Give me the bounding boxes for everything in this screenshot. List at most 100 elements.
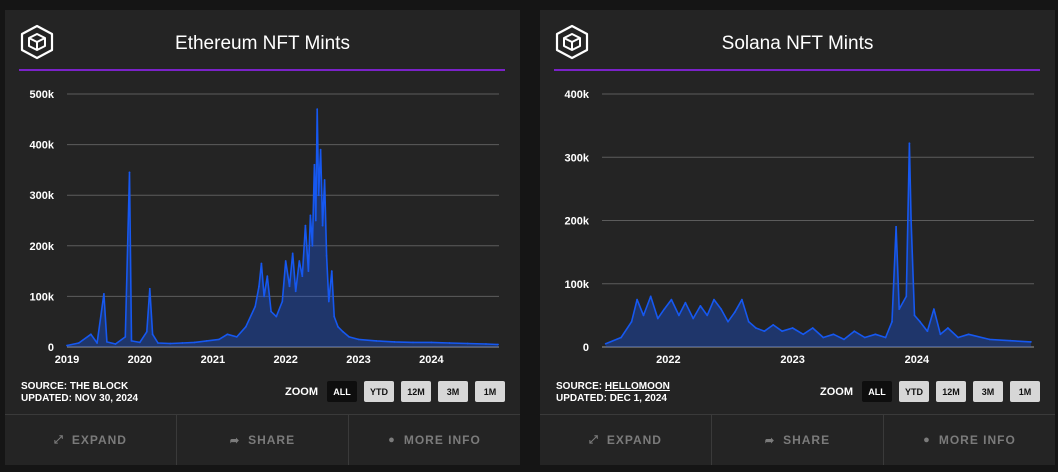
data-point — [357, 338, 360, 341]
share-arrow-icon: ➦ — [229, 434, 241, 447]
solana-nft-mints-panel: Solana NFT Mints 0 100k 200k 300k 400k 2022 20… — [540, 10, 1055, 465]
data-point — [898, 308, 901, 310]
data-point — [910, 219, 912, 222]
y-tick-label: 500k — [30, 89, 55, 101]
data-point — [275, 315, 278, 318]
data-point — [642, 314, 645, 317]
data-point — [485, 343, 487, 345]
data-point — [891, 320, 893, 323]
ethereum-chart[interactable]: 0 100k 200k 300k 400k 500k 2019 2020 2021 2022 202… — [5, 80, 520, 370]
x-tick-label: 2022 — [656, 354, 680, 366]
data-point — [802, 333, 805, 336]
panel-footer: ⤢ EXPAND ➦ SHARE ● MORE INFO — [5, 414, 520, 465]
zoom-12m-button[interactable]: 12M — [401, 381, 431, 402]
zoom-all-button[interactable]: ALL — [862, 381, 892, 402]
info-circle-icon: ● — [388, 434, 396, 446]
data-point — [304, 224, 307, 227]
data-point — [670, 298, 673, 301]
data-point — [311, 244, 314, 247]
data-point — [258, 285, 260, 288]
data-point — [323, 179, 326, 181]
data-point — [706, 314, 709, 317]
y-tick-label: 100k — [565, 279, 590, 291]
data-point — [77, 342, 80, 344]
source-link[interactable]: HELLOMOON — [604, 381, 670, 392]
y-tick-label: 400k — [565, 89, 590, 101]
data-point — [348, 336, 350, 338]
data-point — [291, 252, 294, 255]
data-point — [128, 171, 131, 174]
series-area — [605, 143, 1031, 347]
x-tick-label: 2024 — [419, 354, 444, 366]
zoom-1m-button[interactable]: 1M — [475, 381, 505, 402]
zoom-label: ZOOM — [285, 385, 318, 398]
data-point — [466, 342, 469, 345]
more-info-button[interactable]: ● MORE INFO — [884, 415, 1055, 465]
y-tick-label: 200k — [30, 241, 55, 253]
data-point — [699, 305, 702, 307]
data-point — [375, 340, 378, 342]
data-point — [244, 325, 247, 328]
zoom-3m-button[interactable]: 3M — [973, 381, 1003, 402]
zoom-ytd-button[interactable]: YTD — [364, 381, 394, 402]
data-point — [741, 298, 743, 301]
data-point — [663, 308, 666, 310]
source-label: SOURCE: — [21, 381, 68, 392]
expand-arrows-icon: ⤢ — [589, 433, 599, 446]
data-point — [288, 285, 291, 288]
more-info-button[interactable]: ● MORE INFO — [349, 415, 520, 465]
data-point — [853, 330, 856, 333]
data-point — [630, 320, 633, 323]
cube-icon — [555, 24, 589, 60]
source-name: THE BLOCK — [69, 381, 129, 392]
data-point — [138, 341, 141, 344]
data-point — [313, 163, 316, 166]
data-point — [692, 317, 695, 320]
data-point — [497, 343, 499, 346]
title-divider — [19, 69, 505, 71]
data-point — [266, 275, 269, 278]
data-point — [298, 260, 301, 262]
zoom-ytd-button[interactable]: YTD — [899, 381, 929, 402]
x-tick-label: 2024 — [905, 354, 930, 366]
series-line — [66, 108, 499, 347]
share-button[interactable]: ➦ SHARE — [712, 415, 884, 465]
zoom-controls: ZOOM ALL YTD 12M 3M 1M — [285, 381, 505, 402]
expand-button[interactable]: ⤢ EXPAND — [5, 415, 177, 465]
x-tick-label: 2023 — [346, 354, 370, 366]
data-point — [656, 317, 659, 320]
more-info-label: MORE INFO — [403, 433, 481, 447]
data-point — [620, 336, 622, 339]
zoom-12m-button[interactable]: 12M — [936, 381, 966, 402]
chart-title: Solana NFT Mints — [721, 33, 874, 54]
x-tick-label: 2019 — [55, 354, 79, 366]
data-point — [905, 295, 908, 298]
zoom-1m-button[interactable]: 1M — [1010, 381, 1040, 402]
y-tick-label: 0 — [48, 342, 54, 354]
source-info: SOURCE: HELLOMOON UPDATED: DEC 1, 2024 — [556, 381, 670, 405]
cube-icon — [20, 24, 54, 60]
zoom-label: ZOOM — [820, 385, 853, 398]
zoom-3m-button[interactable]: 3M — [438, 381, 468, 402]
share-button[interactable]: ➦ SHARE — [177, 415, 349, 465]
y-tick-label: 300k — [565, 152, 590, 164]
data-point — [309, 214, 312, 217]
data-point — [393, 341, 396, 343]
data-point — [895, 225, 897, 228]
data-point — [260, 262, 263, 265]
solana-chart[interactable]: 0 100k 200k 300k 400k 2022 2023 2024 — [540, 80, 1055, 370]
y-tick-label: 400k — [30, 140, 55, 152]
data-point — [713, 298, 715, 301]
data-point — [319, 148, 322, 151]
zoom-all-button[interactable]: ALL — [327, 381, 357, 402]
data-point — [317, 194, 320, 197]
data-point — [772, 324, 775, 326]
data-point — [733, 311, 736, 314]
expand-button[interactable]: ⤢ EXPAND — [540, 415, 712, 465]
x-tick-label: 2022 — [273, 354, 297, 366]
data-point — [636, 298, 638, 301]
info-circle-icon: ● — [923, 434, 931, 446]
expand-label: EXPAND — [71, 433, 127, 447]
data-point — [430, 341, 433, 344]
data-point — [448, 342, 451, 344]
